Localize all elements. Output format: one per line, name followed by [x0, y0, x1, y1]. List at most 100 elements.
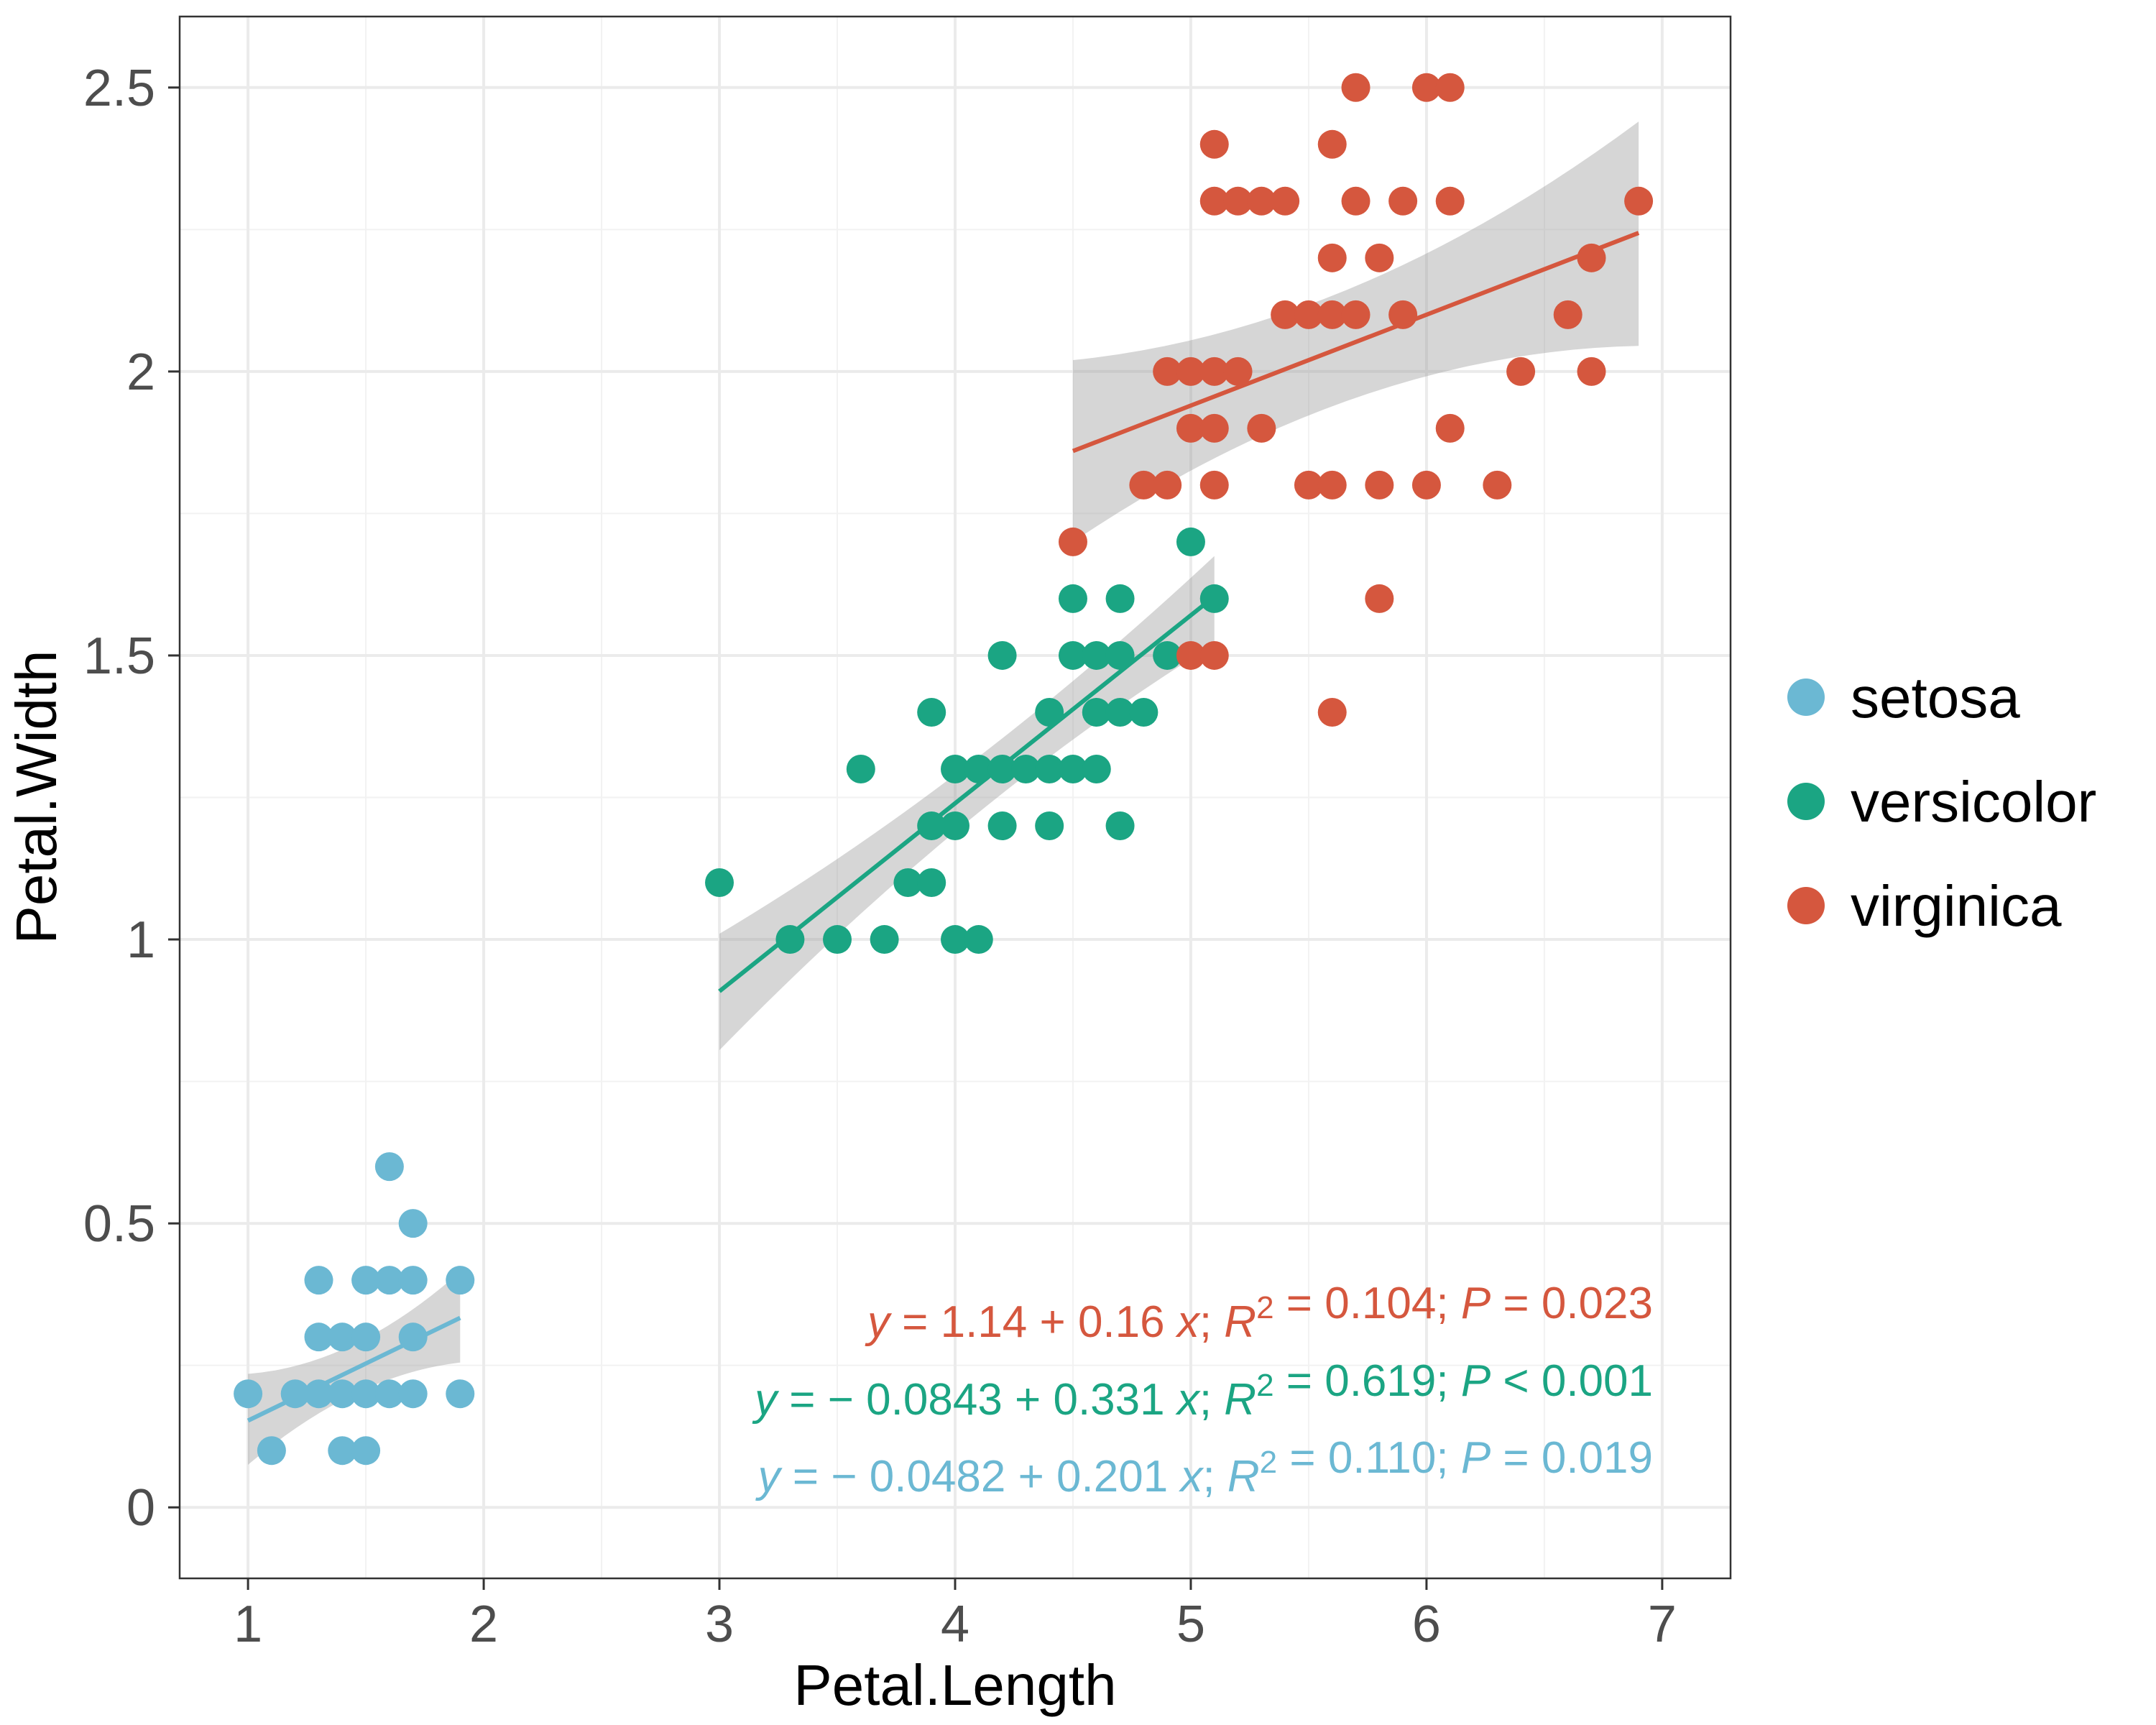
virginica-point — [1176, 640, 1205, 670]
setosa-point — [446, 1266, 475, 1295]
versicolor-point — [1153, 640, 1182, 670]
virginica-point — [1388, 300, 1418, 329]
x-tick-label: 5 — [1176, 1596, 1205, 1653]
virginica-point — [1153, 356, 1182, 386]
versicolor-point — [941, 754, 969, 783]
versicolor-point — [1105, 640, 1135, 670]
versicolor-point — [1082, 754, 1111, 783]
versicolor-point — [1105, 697, 1135, 727]
x-tick-label: 6 — [1412, 1596, 1441, 1653]
x-tick-label: 7 — [1648, 1596, 1677, 1653]
versicolor-point — [941, 925, 969, 954]
setosa-point — [304, 1266, 333, 1295]
virginica-point — [1317, 697, 1347, 727]
virginica-point — [1294, 300, 1323, 329]
virginica-point — [1435, 73, 1465, 102]
versicolor-point — [917, 868, 946, 898]
setosa-point — [398, 1379, 428, 1409]
setosa-point — [280, 1379, 310, 1409]
versicolor-point — [775, 925, 805, 954]
x-tick-label: 2 — [469, 1596, 498, 1653]
setosa-point — [351, 1379, 381, 1409]
versicolor-point — [987, 754, 1017, 783]
virginica-point — [1365, 584, 1394, 613]
virginica-point — [1365, 243, 1394, 272]
versicolor-point — [705, 868, 734, 898]
versicolor-point — [1199, 584, 1229, 613]
setosa-point — [304, 1322, 333, 1352]
virginica-point — [1341, 73, 1370, 102]
x-tick-label: 4 — [941, 1596, 969, 1653]
virginica-point — [1271, 186, 1300, 216]
major-gridlines — [180, 17, 1731, 1578]
virginica-point — [1435, 413, 1465, 443]
x-axis-title: Petal.Length — [793, 1653, 1116, 1717]
setosa-point — [328, 1322, 357, 1352]
legend-label-versicolor: versicolor — [1851, 770, 2096, 834]
legend-label-virginica: virginica — [1851, 874, 2062, 938]
versicolor-point — [1105, 811, 1135, 841]
versicolor-point — [1035, 811, 1064, 841]
y-axis-title: Petal.Width — [4, 650, 68, 944]
virginica-point — [1153, 470, 1182, 500]
y-tick-label: 2 — [126, 344, 155, 401]
virginica-point — [1294, 470, 1323, 500]
y-tick-label: 0.5 — [83, 1195, 155, 1253]
legend: setosa versicolor virginica — [1787, 666, 2096, 938]
versicolor-point — [987, 811, 1017, 841]
versicolor-point — [823, 925, 852, 954]
virginica-point — [1223, 186, 1253, 216]
setosa-point — [351, 1322, 381, 1352]
virginica-point — [1553, 300, 1583, 329]
setosa-point — [328, 1379, 357, 1409]
setosa-point — [398, 1209, 428, 1238]
virginica-point — [1317, 129, 1347, 159]
setosa-point — [446, 1379, 475, 1409]
virginica-point — [1624, 186, 1654, 216]
virginica-point — [1247, 186, 1276, 216]
versicolor-point — [987, 640, 1017, 670]
versicolor-point — [1058, 640, 1087, 670]
setosa-point — [351, 1266, 381, 1295]
virginica-point — [1317, 300, 1347, 329]
setosa-point — [351, 1436, 381, 1466]
y-tick-label: 1.5 — [83, 627, 155, 685]
virginica-point — [1176, 356, 1205, 386]
virginica-point — [1317, 470, 1347, 500]
versicolor-point — [1058, 754, 1087, 783]
versicolor-point — [1035, 754, 1064, 783]
setosa-point — [257, 1436, 286, 1466]
virginica-point — [1199, 356, 1229, 386]
virginica-point — [1506, 356, 1536, 386]
virginica-point — [1271, 300, 1300, 329]
virginica-point — [1365, 470, 1394, 500]
legend-key-setosa — [1787, 678, 1825, 716]
versicolor-point — [917, 811, 946, 841]
setosa-point — [304, 1379, 333, 1409]
versicolor-point — [1129, 697, 1158, 727]
virginica-point — [1223, 356, 1253, 386]
virginica-point — [1058, 527, 1087, 556]
y-tick-label: 2.5 — [83, 60, 155, 117]
legend-key-versicolor — [1787, 783, 1825, 820]
y-tick-label: 0 — [126, 1479, 155, 1537]
regression-equations: y = 1.14 + 0.16 x; R2 = 0.104; P = 0.023… — [752, 1279, 1653, 1501]
virginica-point — [1388, 186, 1418, 216]
virginica-point — [1199, 640, 1229, 670]
versicolor-equation: y = − 0.0843 + 0.331 x; R2 = 0.619; P < … — [752, 1356, 1653, 1425]
versicolor-point — [846, 754, 875, 783]
virginica-equation: y = 1.14 + 0.16 x; R2 = 0.104; P = 0.023 — [865, 1279, 1653, 1347]
setosa-point — [234, 1379, 263, 1409]
versicolor-point — [870, 925, 899, 954]
y-axis: 0 0.5 1 1.5 2 2.5 — [83, 60, 180, 1537]
setosa-point — [398, 1266, 428, 1295]
setosa-equation: y = − 0.0482 + 0.201 x; R2 = 0.110; P = … — [755, 1433, 1653, 1501]
versicolor-point — [1035, 697, 1064, 727]
setosa-point — [398, 1322, 428, 1352]
virginica-point — [1577, 356, 1606, 386]
data-points — [234, 73, 1654, 1466]
virginica-point — [1129, 470, 1158, 500]
versicolor-point — [1058, 584, 1087, 613]
virginica-point — [1483, 470, 1512, 500]
